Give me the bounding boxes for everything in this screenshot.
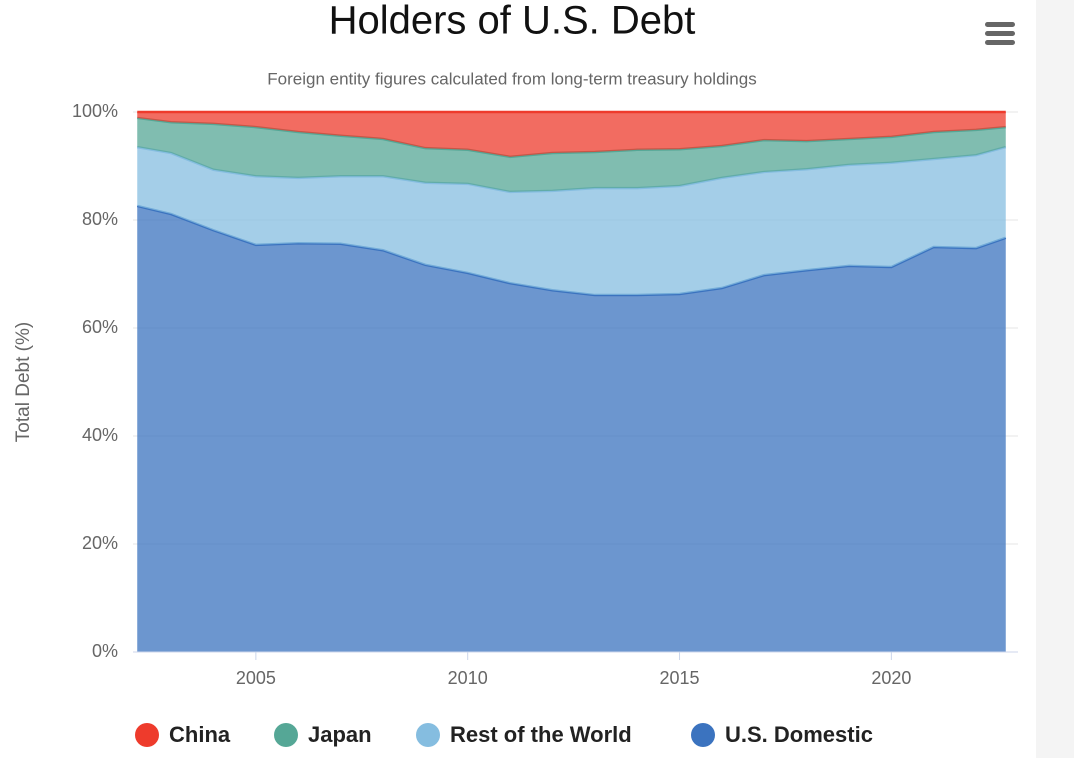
y-tick-label: 100%	[72, 101, 118, 121]
y-tick-label: 20%	[82, 533, 118, 553]
legend-item[interactable]: China	[135, 722, 231, 747]
chart-title: Holders of U.S. Debt	[329, 0, 696, 43]
legend-swatch	[274, 723, 298, 747]
menu-bar	[985, 22, 1015, 27]
legend-item[interactable]: U.S. Domestic	[691, 722, 873, 747]
legend-item[interactable]: Japan	[274, 722, 372, 747]
legend-label: Rest of the World	[450, 722, 632, 747]
x-tick-label: 2010	[448, 668, 488, 688]
legend-item[interactable]: Rest of the World	[416, 722, 632, 747]
y-tick-label: 80%	[82, 209, 118, 229]
legend-swatch	[416, 723, 440, 747]
x-tick-label: 2015	[660, 668, 700, 688]
x-tick-label: 2005	[236, 668, 276, 688]
legend-swatch	[691, 723, 715, 747]
y-tick-label: 0%	[92, 641, 118, 661]
area	[137, 147, 1006, 296]
x-tick-label: 2020	[871, 668, 911, 688]
legend-label: China	[169, 722, 231, 747]
menu-bar	[985, 31, 1015, 36]
y-tick-label: 60%	[82, 317, 118, 337]
y-axis-label: Total Debt (%)	[13, 322, 34, 442]
menu-bar	[985, 40, 1015, 45]
side-strip	[1036, 0, 1074, 758]
area	[137, 205, 1006, 652]
area-line	[137, 145, 1007, 194]
legend-label: Japan	[308, 722, 372, 747]
legend-label: U.S. Domestic	[725, 722, 873, 747]
chart-subtitle: Foreign entity figures calculated from l…	[267, 69, 756, 88]
area	[137, 112, 1006, 157]
y-tick-label: 40%	[82, 425, 118, 445]
area	[137, 117, 1006, 192]
menu-button[interactable]	[985, 22, 1015, 45]
legend-swatch	[135, 723, 159, 747]
